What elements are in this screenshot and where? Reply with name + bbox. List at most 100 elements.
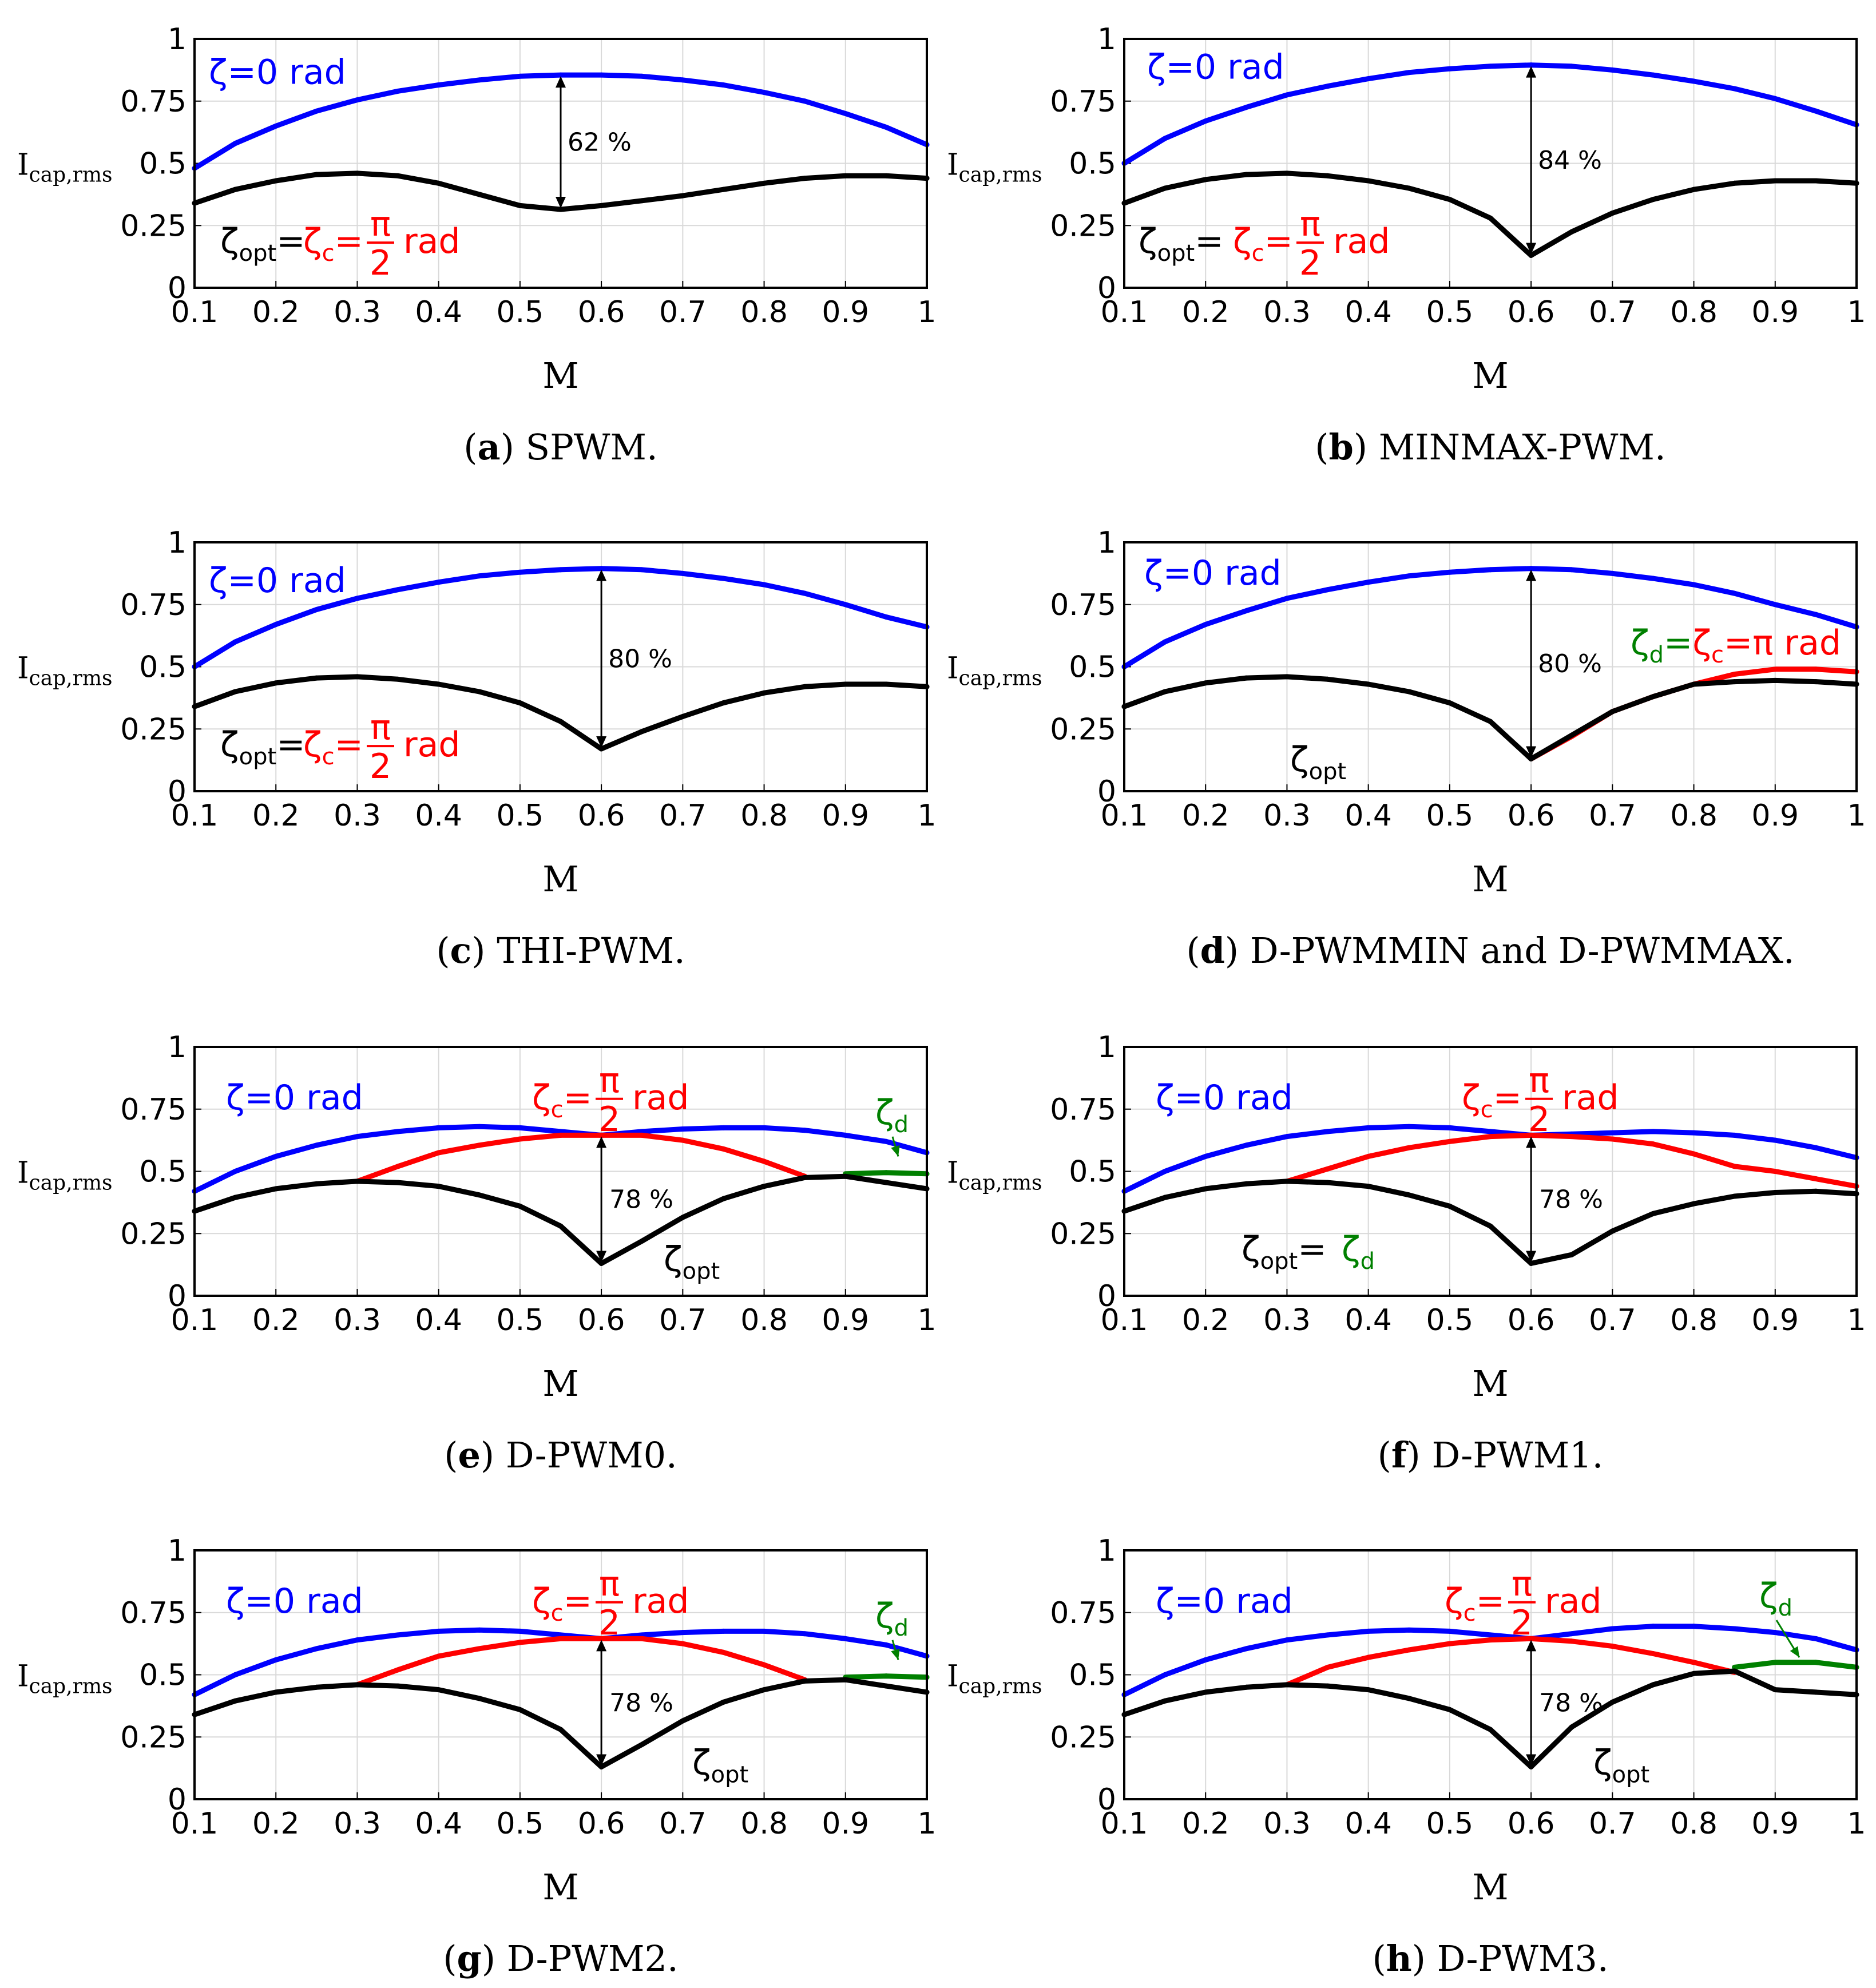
label-zeta-zero: ζ=0 rad [226, 1581, 363, 1621]
zeta-c-unit: rad [632, 1581, 689, 1621]
series-line-red [354, 1636, 808, 1688]
data-point-black [802, 1678, 808, 1684]
data-point-blue [273, 622, 279, 628]
data-point-black [354, 1178, 360, 1184]
y-tick-label: 0.75 [1050, 1093, 1116, 1127]
data-point-blue [1162, 1169, 1168, 1174]
x-tick-label: 0.3 [1263, 1807, 1311, 1841]
x-tick-label: 1 [1847, 1807, 1866, 1841]
data-point-black [1609, 211, 1615, 216]
data-point-red [477, 1646, 482, 1652]
x-axis-label: M [542, 355, 578, 396]
zeta-opt-equals: = [276, 221, 305, 261]
zeta-c-equals: = [1476, 1581, 1505, 1621]
panel-caption: (h) D-PWM3. [1372, 1938, 1608, 1979]
zeta-symbol: ζ [875, 1596, 894, 1636]
series-line-black [192, 1677, 930, 1769]
zeta-opt-subscript: opt [1309, 759, 1347, 785]
data-point-black [1488, 215, 1493, 221]
series-line-red [1284, 1636, 1738, 1688]
data-point-blue [477, 1627, 482, 1633]
data-point-red [720, 1649, 726, 1655]
zeta-d-subscript: d [1361, 1248, 1375, 1275]
data-point-blue [802, 1128, 808, 1133]
y-tick-label: 0 [168, 1279, 187, 1314]
zeta-zero-text: =0 rad [1175, 1581, 1293, 1621]
x-tick-label: 0.9 [822, 799, 869, 833]
data-point-blue [1366, 76, 1371, 82]
data-point-black [1203, 1186, 1208, 1192]
y-tick-label: 1 [168, 1030, 187, 1065]
data-point-red [639, 1132, 645, 1138]
data-point-black [1569, 732, 1574, 738]
reduction-percent-label: 62 % [568, 128, 632, 157]
data-point-blue [436, 82, 442, 88]
data-point-black [1406, 1192, 1412, 1198]
data-point-blue [1162, 1672, 1168, 1677]
x-tick-label: 0.8 [1670, 295, 1718, 330]
data-point-blue [558, 72, 564, 78]
x-tick-label: 0.8 [740, 799, 788, 833]
x-tick-label: 0.5 [1426, 1303, 1474, 1338]
x-tick-label: 0.7 [1589, 1303, 1636, 1338]
data-point-black [1488, 719, 1493, 724]
series-line-red [354, 1132, 808, 1184]
zeta-c-unit: rad [1545, 1581, 1602, 1621]
data-point-black [598, 1260, 604, 1266]
data-point-black [1325, 173, 1331, 178]
data-point-blue [354, 1134, 360, 1140]
y-axis-label-subscript: cap,rms [29, 667, 113, 691]
fraction-denominator: 2 [1528, 1100, 1550, 1140]
caption-paren-close: ) [1412, 1938, 1437, 1979]
zeta-c-unit: rad [1562, 1078, 1619, 1118]
data-point-black [883, 1180, 889, 1185]
x-tick-label: 0.9 [822, 1303, 869, 1338]
data-point-black [1732, 180, 1738, 186]
zeta-d-subscript: d [894, 1615, 909, 1641]
zeta-c-equals: = [335, 221, 363, 261]
data-point-blue [720, 1125, 726, 1130]
data-point-black [1366, 178, 1371, 184]
data-point-blue [232, 1169, 238, 1174]
data-point-blue [680, 77, 685, 83]
arrow-head-up [556, 76, 566, 88]
x-tick-label: 0.9 [1751, 295, 1799, 330]
zeta-c-subscript: c [1711, 642, 1724, 668]
reduction-percent-label: 78 % [609, 1185, 673, 1214]
data-point-blue [395, 88, 401, 94]
y-tick-label: 0.25 [120, 1720, 187, 1755]
data-point-green [883, 1673, 889, 1679]
data-point-black [1447, 1707, 1453, 1712]
x-tick-label: 0.6 [578, 1807, 625, 1841]
y-tick-label: 1 [1097, 1534, 1116, 1568]
data-point-black [1243, 1181, 1249, 1187]
data-point-blue [232, 639, 238, 645]
data-point-blue [843, 1636, 848, 1641]
series-line-red [1284, 1132, 1859, 1189]
data-point-blue [1732, 590, 1738, 596]
zeta-opt-subscript: opt [1260, 1248, 1298, 1275]
label-zeta-zero: ζ=0 rad [209, 52, 346, 92]
data-point-black [477, 689, 482, 695]
fraction-denominator: 2 [1511, 1603, 1533, 1643]
data-point-blue [395, 1632, 401, 1638]
data-point-black [761, 180, 767, 186]
caption-paren-open: ( [463, 426, 477, 468]
label-zeta-zero: ζ=0 rad [1144, 553, 1282, 593]
data-point-black [1284, 674, 1290, 680]
data-point-blue [598, 72, 604, 78]
data-point-blue [517, 569, 523, 575]
zeta-symbol: ζ [220, 221, 239, 261]
y-axis-label: Icap,rms [17, 652, 112, 691]
data-point-red [477, 1142, 482, 1148]
x-tick-label: 0.3 [334, 799, 381, 833]
x-tick-label: 0.3 [334, 1807, 381, 1841]
x-axis-label: M [1472, 1866, 1508, 1908]
data-point-red [1447, 1641, 1453, 1646]
x-tick-label: 1 [1847, 295, 1866, 330]
x-tick-label: 0.4 [415, 799, 462, 833]
x-tick-label: 1 [1847, 799, 1866, 833]
data-point-red [1528, 1636, 1534, 1641]
data-point-blue [354, 97, 360, 103]
